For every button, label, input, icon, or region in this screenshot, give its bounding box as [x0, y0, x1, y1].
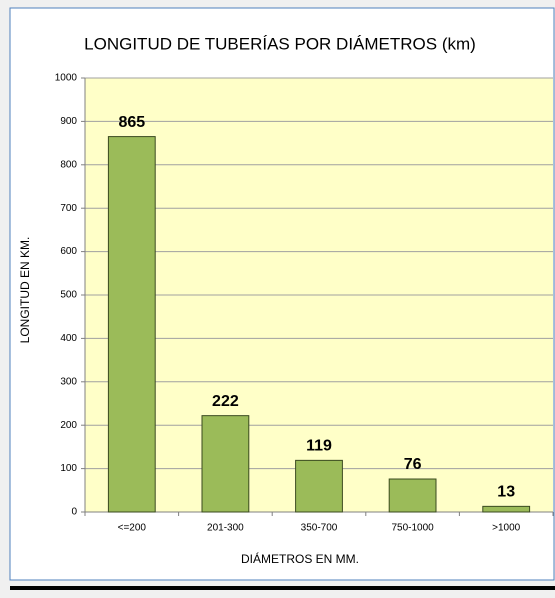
data-label: 13 — [497, 484, 515, 501]
y-tick-label: 700 — [60, 203, 77, 214]
y-tick-label: 500 — [60, 290, 77, 301]
data-label: 76 — [404, 456, 422, 473]
y-tick-label: 600 — [60, 246, 77, 257]
bar — [107, 136, 156, 513]
x-tick-label: <=200 — [118, 523, 147, 534]
y-tick-label: 300 — [60, 376, 77, 387]
x-tick-label: 750-1000 — [391, 523, 434, 534]
x-axis-label: DIÁMETROS EN MM. — [241, 551, 359, 566]
bar — [388, 478, 437, 513]
data-label: 222 — [212, 393, 239, 410]
x-tick-label: 201-300 — [207, 523, 244, 534]
y-tick-label: 1000 — [55, 73, 78, 84]
y-tick-label: 800 — [60, 159, 77, 170]
y-tick-label: 400 — [60, 333, 77, 344]
y-tick-label: 200 — [60, 420, 77, 431]
y-tick-label: 900 — [60, 116, 77, 127]
bottom-edge — [10, 586, 555, 590]
chart-title: LONGITUD DE TUBERÍAS POR DIÁMETROS (km) — [84, 34, 476, 53]
bar — [201, 415, 250, 513]
y-tick-label: 100 — [60, 463, 77, 474]
y-tick-label: 0 — [71, 507, 77, 518]
x-tick-label: >1000 — [492, 523, 521, 534]
x-tick-label: 350-700 — [301, 523, 338, 534]
y-axis-label: LONGITUD EN KM. — [18, 237, 32, 344]
data-label: 865 — [118, 114, 145, 131]
bar — [482, 505, 531, 513]
bar — [295, 459, 343, 513]
data-label: 119 — [306, 438, 332, 455]
